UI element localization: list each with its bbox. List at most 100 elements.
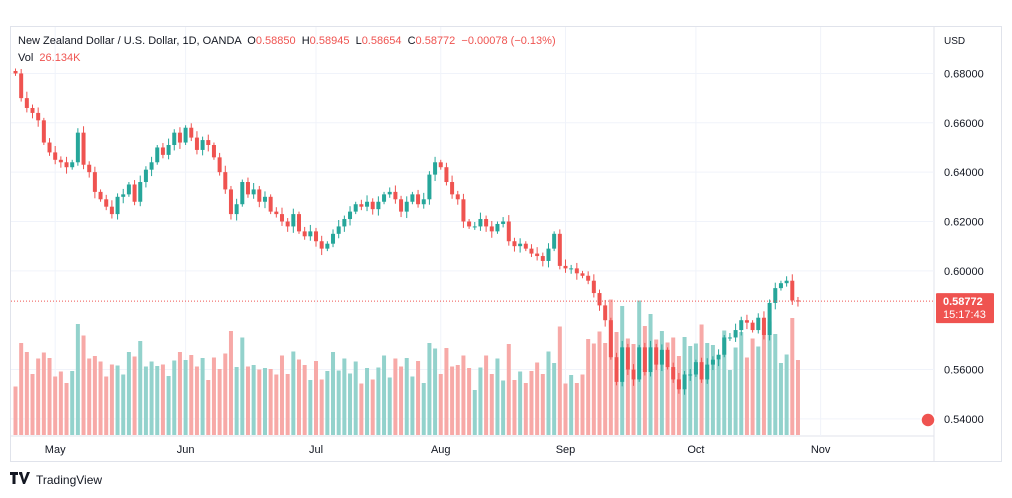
volume-bar — [421, 383, 426, 435]
candle-body — [325, 243, 330, 249]
candle-body — [36, 112, 41, 121]
volume-bar — [121, 374, 126, 435]
candle-body — [30, 107, 35, 113]
volume-bar — [262, 368, 267, 435]
volume-bar — [387, 377, 392, 435]
volume-bar — [285, 374, 290, 435]
candle-body — [648, 347, 653, 373]
volume-bar — [211, 357, 216, 435]
candle-body — [512, 241, 517, 247]
candle-body — [756, 317, 761, 331]
candle-body — [268, 196, 273, 212]
candle-body — [58, 159, 63, 163]
candle-body — [87, 164, 92, 173]
price-tick-label: 0.60000 — [944, 266, 984, 278]
volume-bar — [279, 355, 284, 435]
volume-bar — [750, 338, 755, 435]
candle-body — [637, 347, 642, 380]
volume-bar — [47, 358, 52, 435]
candle-body — [682, 374, 687, 390]
candle-body — [744, 320, 749, 323]
volume-bar — [126, 352, 131, 435]
volume-bar — [665, 342, 670, 435]
tradingview-logo-icon[interactable] — [10, 472, 30, 487]
volume-bar — [13, 386, 18, 435]
volume-bar — [710, 345, 715, 435]
volume-bar — [693, 343, 698, 435]
volume-bar — [183, 360, 188, 435]
volume-bar — [608, 299, 613, 435]
candle-body — [540, 256, 545, 261]
candle-body — [569, 268, 574, 270]
candle-body — [722, 337, 727, 355]
volume-bar — [676, 356, 681, 435]
volume-bar — [217, 369, 222, 435]
candle-body — [478, 219, 483, 227]
time-tick-label: Nov — [811, 444, 831, 456]
volume-bar — [540, 374, 545, 435]
candle-body — [552, 233, 557, 249]
time-tick-label: Sep — [556, 444, 576, 456]
volume-bar — [404, 358, 409, 435]
volume-bar — [19, 343, 24, 435]
close-value: 0.58772 — [415, 35, 456, 47]
volume-bar — [467, 368, 472, 435]
candle-body — [608, 320, 613, 358]
candle-body — [376, 201, 381, 210]
candle-body — [98, 191, 103, 200]
volume-bar — [642, 326, 647, 435]
volume-bar — [790, 318, 795, 435]
volume-bar — [104, 376, 109, 435]
volume-bar — [756, 346, 761, 435]
volume-legend: Vol 26.134K — [18, 52, 80, 64]
low-label: L — [355, 35, 362, 47]
candle-body — [427, 174, 432, 200]
candle-body — [132, 184, 137, 202]
candle-body — [382, 194, 387, 202]
candle-body — [41, 120, 46, 143]
volume-bar — [433, 348, 438, 435]
volume-bar — [501, 380, 506, 435]
volume-bar — [36, 358, 41, 435]
time-tick-label: Aug — [431, 444, 451, 456]
candle-body — [217, 157, 222, 173]
candle-body — [580, 273, 585, 276]
volume-bar — [336, 370, 341, 435]
volume-bar — [716, 360, 721, 435]
volume-bar — [370, 379, 375, 435]
candle-body — [642, 347, 647, 373]
candle-body — [631, 369, 636, 380]
candle-body — [773, 288, 778, 303]
candle-body — [416, 194, 421, 205]
volume-bar — [274, 374, 279, 435]
tradingview-brand[interactable]: TradingView — [36, 472, 103, 487]
candle-body — [251, 189, 256, 195]
volume-bar — [331, 352, 336, 435]
close-label: C — [407, 35, 416, 47]
volume-bar — [143, 366, 148, 435]
volume-bar — [416, 361, 421, 435]
candle-body — [784, 280, 789, 284]
volume-bar — [75, 324, 80, 435]
candle-body — [421, 199, 426, 205]
candle-body — [47, 142, 52, 153]
time-axis: May Jun Jul Aug Sep Oct Nov — [45, 444, 831, 456]
volume-bar — [767, 321, 772, 435]
candle-body — [444, 167, 449, 183]
volume-bar — [733, 347, 738, 435]
candle-body — [166, 145, 171, 155]
candle-body — [189, 127, 194, 138]
volume-bar — [160, 364, 165, 435]
candle-body — [710, 359, 715, 365]
volume-bar — [586, 339, 591, 435]
candle-body — [767, 302, 772, 335]
last-price-badge — [936, 293, 994, 324]
candle-body — [308, 231, 313, 237]
volume-bar — [223, 353, 228, 435]
time-tick-label: Jun — [177, 444, 195, 456]
candle-body — [495, 223, 500, 232]
candle-body — [733, 330, 738, 338]
volume-bar — [359, 383, 364, 435]
volume-bar — [727, 370, 732, 435]
